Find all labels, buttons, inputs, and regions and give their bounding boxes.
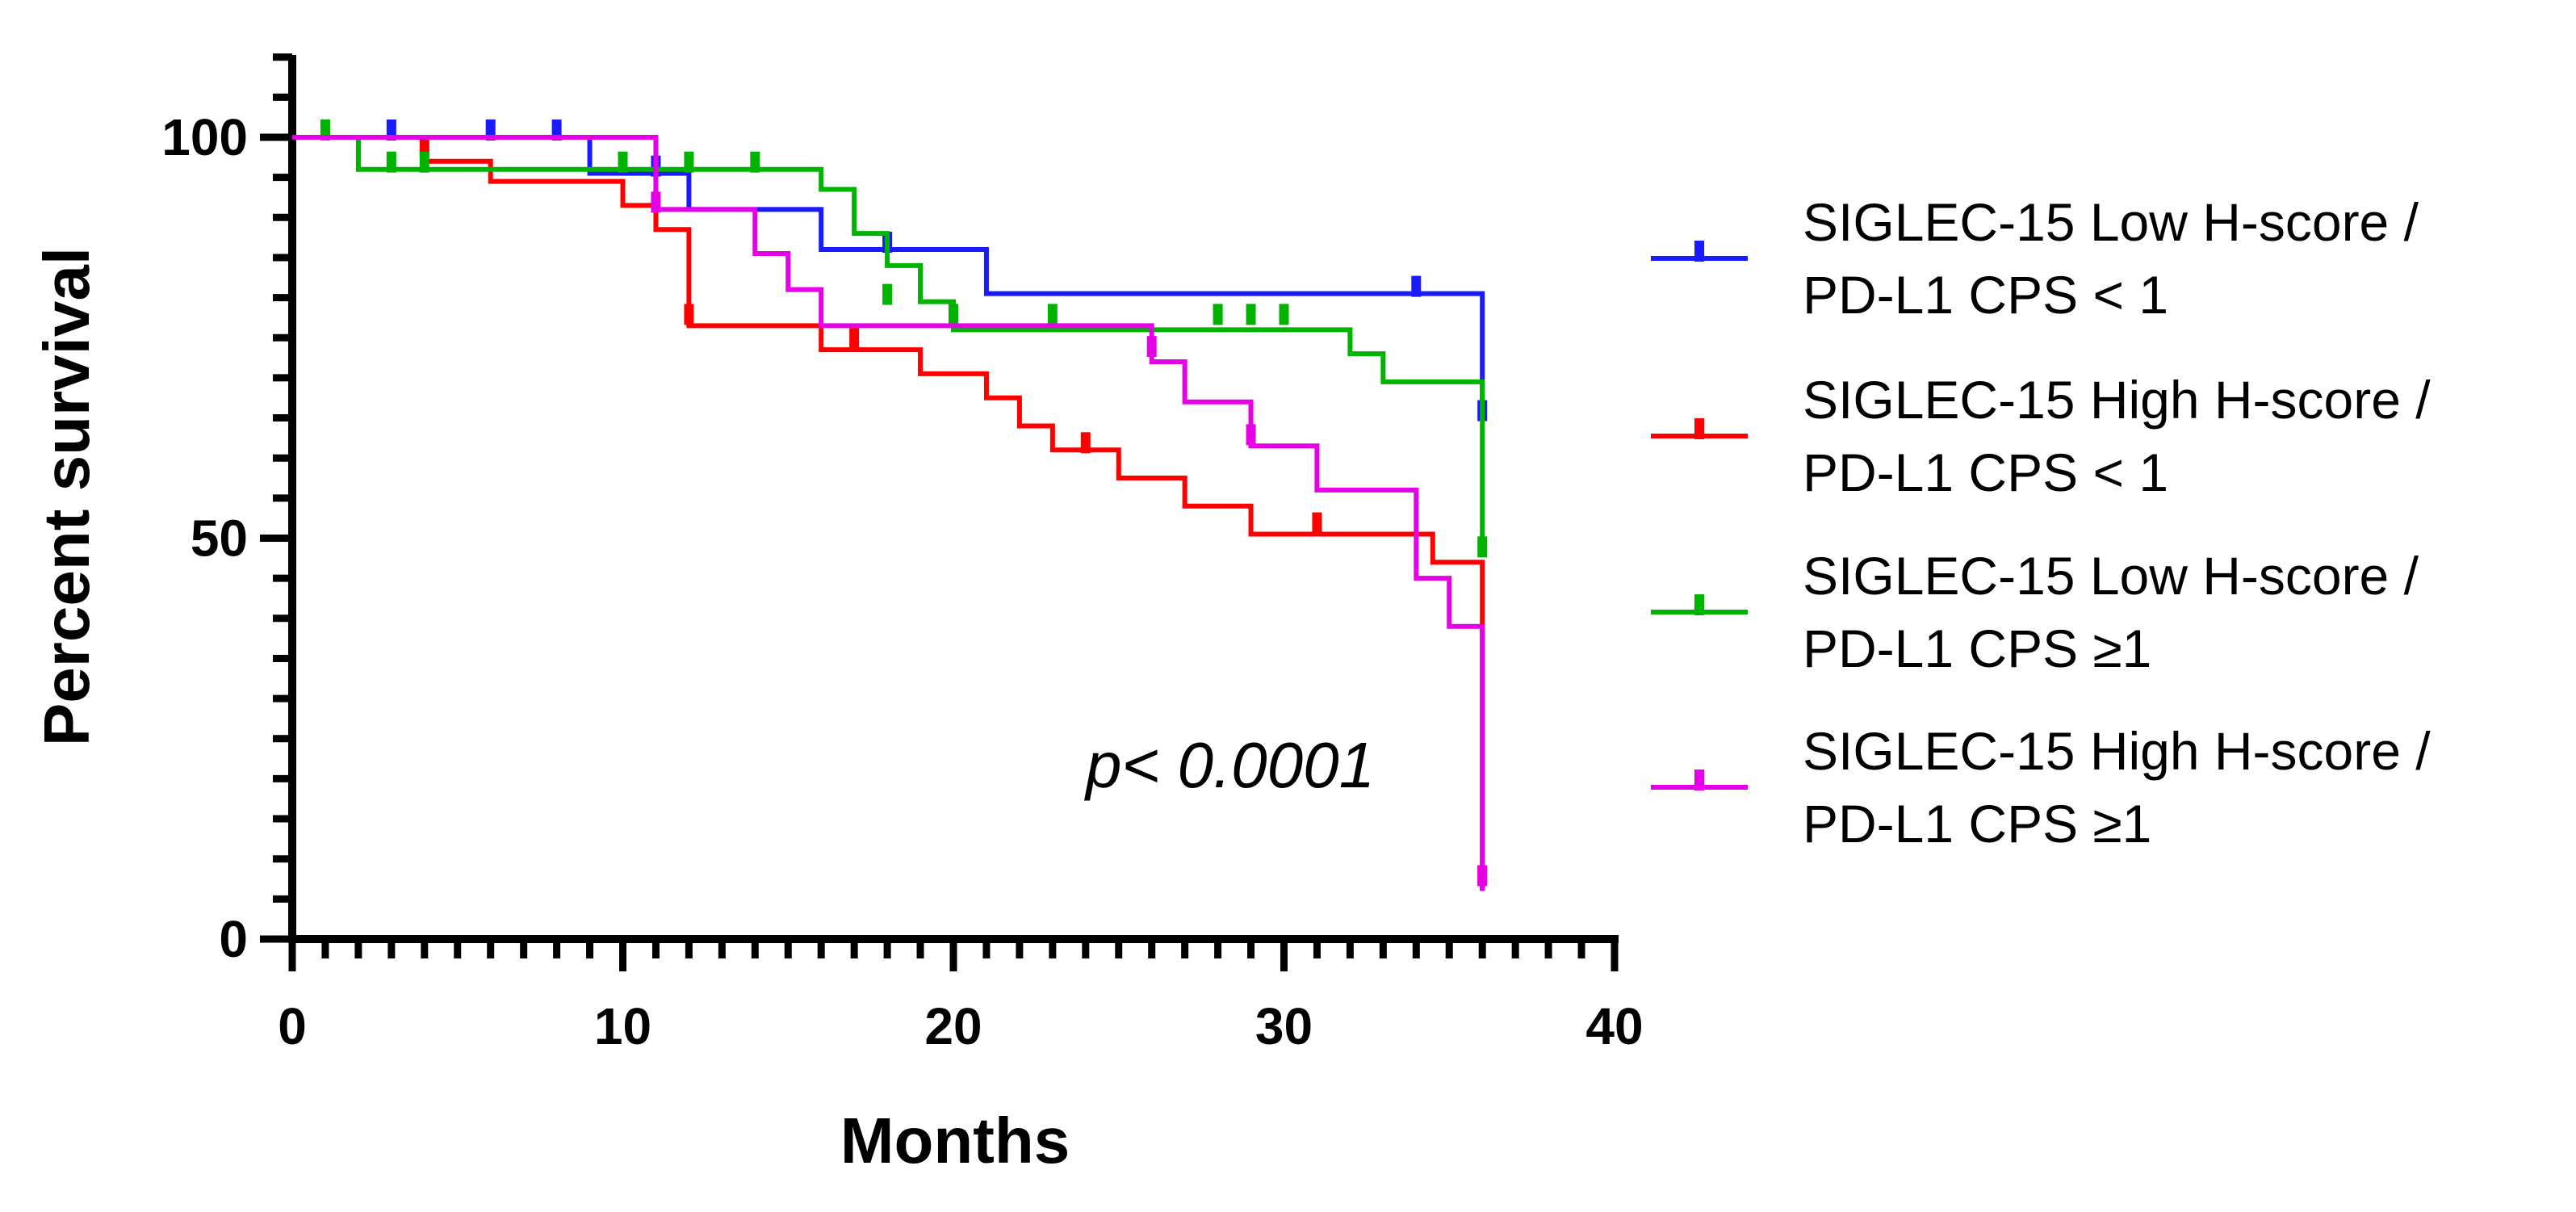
y-tick-label: 50: [191, 510, 248, 568]
y-tick-label: 0: [219, 910, 248, 968]
legend-label-line1: SIGLEC-15 High H-score /: [1803, 370, 2431, 430]
censor-mark: [1477, 865, 1488, 887]
censor-mark: [651, 191, 661, 213]
series-1-curve: [292, 135, 1485, 418]
series-3-group: [292, 120, 1488, 558]
legend-swatch-mark: [1694, 770, 1704, 791]
censor-mark: [1080, 432, 1091, 454]
legend-label-line2: PD-L1 CPS < 1: [1803, 442, 2168, 502]
legend-swatch-mark: [1694, 418, 1704, 439]
legend-swatch-mark: [1694, 241, 1704, 262]
x-axis-title: Months: [840, 1105, 1070, 1176]
series-4-curve: [292, 135, 1485, 891]
p-value-annotation: p< 0.0001: [1084, 729, 1375, 801]
censor-mark: [849, 328, 860, 350]
censor-mark: [949, 304, 958, 325]
legend-entry-4: SIGLEC-15 High H-score / PD-L1 CPS ≥1: [1651, 721, 2431, 853]
x-tick-label: 0: [278, 997, 307, 1055]
survival-curves: [292, 120, 1488, 891]
censor-mark: [684, 151, 694, 173]
axes: [288, 55, 1619, 943]
legend-label-line1: SIGLEC-15 Low H-score /: [1803, 192, 2419, 252]
series-2-curve: [292, 135, 1485, 891]
censor-mark: [1146, 336, 1157, 358]
legend-entry-2: SIGLEC-15 High H-score / PD-L1 CPS < 1: [1651, 370, 2431, 502]
censor-mark: [750, 151, 760, 173]
x-tick-label: 20: [924, 997, 982, 1055]
legend-label-line1: SIGLEC-15 Low H-score /: [1803, 546, 2419, 606]
legend-swatch-mark: [1694, 594, 1704, 615]
censor-mark: [1213, 304, 1223, 325]
legend-entry-1: SIGLEC-15 Low H-score / PD-L1 CPS < 1: [1651, 192, 2419, 325]
legend-label-line2: PD-L1 CPS ≥1: [1803, 794, 2151, 853]
censor-mark: [419, 135, 429, 157]
series-4-group: [292, 135, 1488, 891]
censor-mark: [1279, 304, 1289, 325]
censor-mark: [684, 304, 694, 325]
legend: SIGLEC-15 Low H-score /PD-L1 CPS < 1SIGL…: [1651, 192, 2431, 853]
legend-entry-3: SIGLEC-15 Low H-score / PD-L1 CPS ≥1: [1651, 546, 2419, 678]
censor-mark: [882, 283, 893, 305]
x-tick-label: 30: [1255, 997, 1313, 1055]
censor-mark: [419, 151, 429, 173]
censor-mark: [1246, 304, 1256, 325]
censor-mark: [618, 151, 628, 173]
censor-mark: [1047, 304, 1058, 325]
censor-mark: [1246, 424, 1256, 446]
censor-mark: [1312, 512, 1322, 534]
y-tick-label: 100: [161, 108, 248, 166]
x-tick-label: 40: [1585, 997, 1643, 1055]
legend-label-line1: SIGLEC-15 High H-score /: [1803, 721, 2431, 781]
legend-label-line2: PD-L1 CPS < 1: [1803, 265, 2168, 325]
y-axis-title: Percent survival: [31, 247, 103, 746]
x-tick-label: 10: [594, 997, 651, 1055]
legend-label-line2: PD-L1 CPS ≥1: [1803, 619, 2151, 678]
series-1-group: [292, 120, 1488, 421]
ticks: 0 10 20 30 40 0 50 100: [161, 53, 1644, 1055]
censor-mark: [1411, 275, 1422, 297]
censor-mark: [386, 151, 396, 173]
series-3-curve: [292, 135, 1485, 555]
censor-mark: [1477, 536, 1488, 558]
